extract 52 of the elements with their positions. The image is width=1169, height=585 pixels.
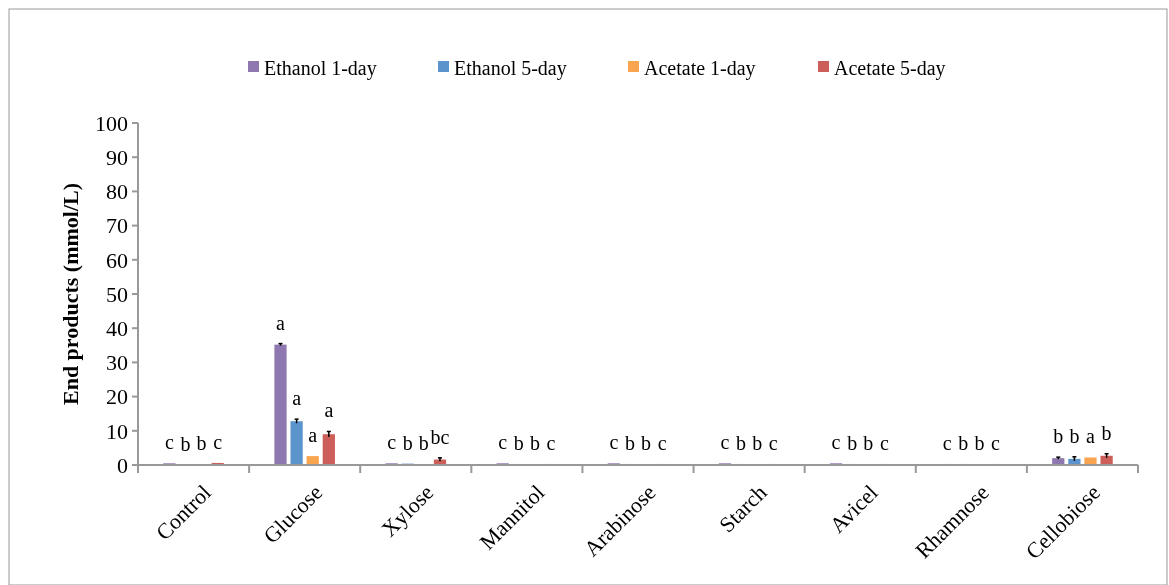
data-label: b bbox=[624, 431, 635, 454]
legend-label: Acetate 1-day bbox=[644, 57, 756, 80]
data-label: b bbox=[958, 431, 969, 454]
data-label: b bbox=[641, 432, 652, 455]
data-label: c bbox=[657, 431, 667, 454]
y-tick-label: 40 bbox=[106, 315, 128, 341]
legend-label: Acetate 5-day bbox=[834, 57, 946, 80]
data-label: bc bbox=[430, 425, 450, 448]
data-label: a bbox=[324, 399, 334, 422]
data-label: c bbox=[831, 431, 841, 454]
data-label: c bbox=[213, 430, 223, 453]
y-tick-label: 100 bbox=[95, 110, 128, 136]
data-label: c bbox=[164, 431, 174, 454]
data-label: b bbox=[529, 432, 540, 455]
y-tick-label: 60 bbox=[106, 247, 128, 273]
data-label: b bbox=[180, 432, 191, 455]
data-label: c bbox=[498, 431, 508, 454]
legend-label: Ethanol 5-day bbox=[454, 57, 567, 80]
data-label: c bbox=[768, 431, 778, 454]
y-tick-label: 80 bbox=[106, 179, 128, 205]
data-label: b bbox=[974, 432, 985, 455]
y-tick-label: 30 bbox=[106, 350, 128, 376]
data-label: c bbox=[942, 431, 952, 454]
y-axis-title: End products (mmol/L) bbox=[58, 182, 83, 406]
y-tick-label: 70 bbox=[106, 213, 128, 239]
data-label: b bbox=[736, 431, 747, 454]
data-label: a bbox=[292, 387, 302, 410]
data-label: a bbox=[308, 424, 318, 447]
data-label: c bbox=[991, 431, 1001, 454]
data-label: b bbox=[1101, 421, 1112, 444]
data-label: b bbox=[1069, 424, 1080, 447]
data-label: b bbox=[1053, 425, 1064, 448]
data-label: c bbox=[720, 431, 730, 454]
data-label: b bbox=[196, 431, 207, 454]
data-label: b bbox=[513, 431, 524, 454]
data-label: b bbox=[402, 431, 413, 454]
data-label: c bbox=[879, 431, 889, 454]
y-tick-label: 50 bbox=[106, 281, 128, 307]
data-label: a bbox=[276, 311, 286, 334]
y-tick-label: 90 bbox=[106, 144, 128, 170]
data-label: b bbox=[847, 431, 858, 454]
data-label: b bbox=[418, 431, 429, 454]
y-tick-label: 0 bbox=[117, 452, 128, 478]
y-tick-label: 20 bbox=[106, 384, 128, 410]
data-label: c bbox=[546, 431, 556, 454]
data-label: c bbox=[387, 431, 397, 454]
legend-label: Ethanol 1-day bbox=[264, 57, 377, 80]
data-label: b bbox=[863, 432, 874, 455]
y-tick-label: 10 bbox=[106, 418, 128, 444]
data-label: a bbox=[1086, 425, 1096, 448]
data-label: c bbox=[609, 431, 619, 454]
data-label: b bbox=[752, 432, 763, 455]
